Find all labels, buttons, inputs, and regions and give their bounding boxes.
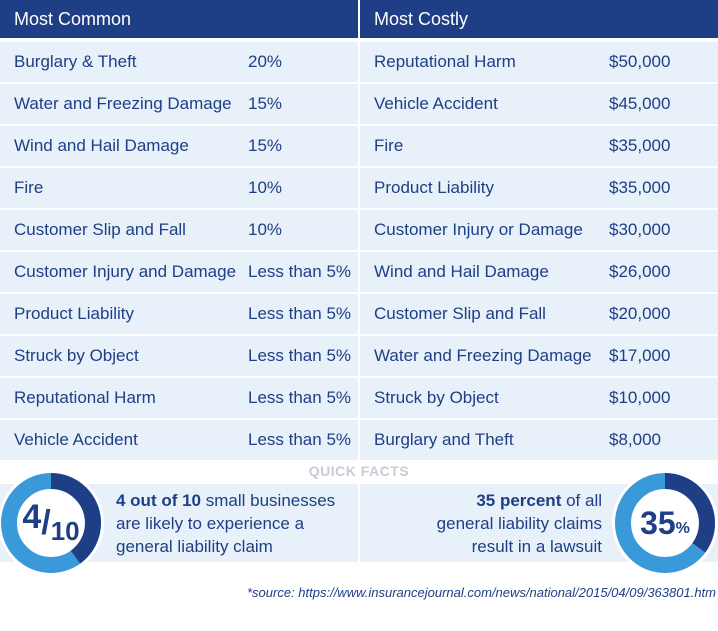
costly-cell: Burglary and Theft $8,000 [360,420,718,460]
table-header: Most Common Most Costly [0,0,718,38]
common-item-value: 20% [248,52,283,71]
table-row: Fire 10% Product Liability $35,000 [0,168,718,208]
fraction-slash: / [41,504,51,542]
quick-fact-right-line1: of all [561,491,602,510]
source-citation: *source: https://www.insurancejournal.co… [246,585,716,600]
common-cell: Fire 10% [0,168,358,208]
common-cell: Product Liability Less than 5% [0,294,358,334]
common-cell: Water and Freezing Damage 15% [0,84,358,124]
table-row: Water and Freezing Damage 15% Vehicle Acci… [0,84,718,124]
costly-item-value: $8,000 [609,430,661,449]
quick-fact-left-line1: small businesses [201,491,336,510]
table-row: Wind and Hail Damage 15% Fire $35,000 [0,126,718,166]
costly-item-value: $50,000 [609,52,671,71]
quick-fact-left-line3: general liability claim [116,537,273,556]
common-cell: Customer Slip and Fall 10% [0,210,358,250]
costly-cell: Customer Slip and Fall $20,000 [360,294,718,334]
costly-cell: Struck by Object $10,000 [360,378,718,418]
common-item-name: Struck by Object [14,346,139,365]
costly-item-name: Vehicle Accident [374,94,498,113]
common-cell: Vehicle Accident Less than 5% [0,420,358,460]
table-row: Product Liability Less than 5% Customer Sl… [0,294,718,334]
costly-cell: Fire $35,000 [360,126,718,166]
costly-item-name: Product Liability [374,178,495,197]
quick-fact-left-bold: 4 out of 10 [116,491,202,510]
common-item-name: Burglary & Theft [14,52,137,71]
table-body: Burglary & Theft 20% Reputational Harm $50,… [0,42,718,460]
common-cell: Wind and Hail Damage 15% [0,126,358,166]
table-row: Reputational Harm Less than 5% Struck by O… [0,378,718,418]
fraction-denominator: 10 [50,516,80,546]
costly-cell: Product Liability $35,000 [360,168,718,208]
costly-item-value: $30,000 [609,220,671,239]
costly-cell: Customer Injury or Damage $30,000 [360,210,718,250]
quick-fact-left-line2: are likely to experience a [116,514,305,533]
common-item-name: Wind and Hail Damage [14,136,189,155]
common-item-value: Less than 5% [248,430,352,449]
common-item-value: Less than 5% [248,346,352,365]
common-item-value: 15% [248,136,283,155]
costly-item-value: $35,000 [609,136,671,155]
fraction-ring-label: 4/10 [0,470,104,576]
fraction-ring-progress [1,473,101,573]
common-item-value: Less than 5% [248,262,352,281]
common-item-name: Water and Freezing Damage [14,94,232,113]
percent-ring-label: 35% [612,470,718,576]
percent-sign: % [675,520,690,537]
costly-item-name: Water and Freezing Damage [374,346,592,365]
common-cell: Reputational Harm Less than 5% [0,378,358,418]
common-item-value: 10% [248,220,283,239]
percent-number: 35 [640,505,676,541]
common-item-value: 15% [248,94,283,113]
common-item-name: Product Liability [14,304,135,323]
quick-fact-right-line3: result in a lawsuit [471,537,602,556]
table-row: Struck by Object Less than 5% Water and Fr… [0,336,718,376]
costly-cell: Vehicle Accident $45,000 [360,84,718,124]
common-item-value: Less than 5% [248,304,352,323]
costly-item-value: $17,000 [609,346,671,365]
common-item-name: Vehicle Accident [14,430,138,449]
costly-cell: Water and Freezing Damage $17,000 [360,336,718,376]
comparison-table: Most Common Most Costly Burglary & Theft… [0,0,718,460]
costly-item-value: $26,000 [609,262,671,281]
fraction-ring: 4/10 [0,470,104,576]
costly-item-name: Struck by Object [374,388,499,407]
costly-cell: Wind and Hail Damage $26,000 [360,252,718,292]
costly-item-name: Customer Injury or Damage [374,220,583,239]
table-row: Vehicle Accident Less than 5% Burglary and… [0,420,718,460]
common-item-value: Less than 5% [248,388,352,407]
costly-item-value: $20,000 [609,304,671,323]
costly-cell: Reputational Harm $50,000 [360,42,718,82]
costly-item-name: Burglary and Theft [374,430,514,449]
costly-item-value: $45,000 [609,94,671,113]
table-row: Customer Injury and Damage Less than 5% Wi… [0,252,718,292]
quick-fact-left-text: 4 out of 10 small businesses are likely … [116,489,356,558]
quick-fact-right-bold: 35 percent [476,491,562,510]
table-row: Burglary & Theft 20% Reputational Harm $50,… [0,42,718,82]
percent-ring: 35% [612,470,718,576]
costly-item-name: Reputational Harm [374,52,516,71]
common-cell: Customer Injury and Damage Less than 5% [0,252,358,292]
common-item-name: Customer Slip and Fall [14,220,186,239]
fraction-numerator: 4 [22,498,42,536]
most-common-header: Most Common [0,0,358,38]
costly-item-name: Wind and Hail Damage [374,262,549,281]
costly-item-value: $10,000 [609,388,671,407]
common-item-name: Fire [14,178,44,197]
common-item-name: Customer Injury and Damage [14,262,237,281]
costly-item-name: Customer Slip and Fall [374,304,546,323]
costly-item-name: Fire [374,136,404,155]
most-costly-header: Most Costly [360,0,718,38]
table-row: Customer Slip and Fall 10% Customer Injury… [0,210,718,250]
quick-fact-right-text: 35 percent of all general liability clai… [362,489,602,558]
common-item-name: Reputational Harm [14,388,156,407]
common-cell: Burglary & Theft 20% [0,42,358,82]
quick-facts-title: QUICK FACTS [308,463,410,479]
percent-ring-progress [615,473,715,573]
common-item-value: 10% [248,178,283,197]
common-cell: Struck by Object Less than 5% [0,336,358,376]
costly-item-value: $35,000 [609,178,671,197]
quick-fact-right-line2: general liability claims [436,514,602,533]
